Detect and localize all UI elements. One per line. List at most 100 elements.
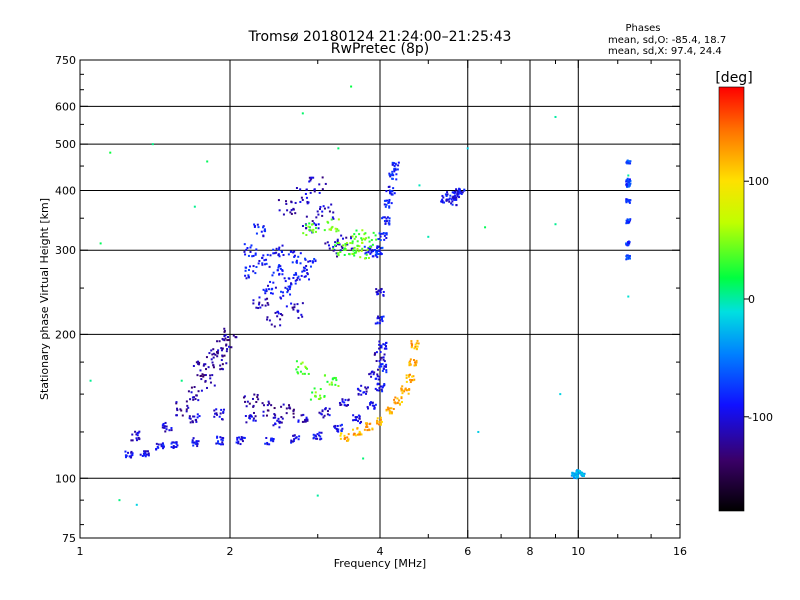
data-point bbox=[334, 376, 337, 379]
data-point bbox=[625, 183, 628, 186]
data-point bbox=[448, 197, 451, 200]
data-point bbox=[378, 387, 381, 390]
data-point bbox=[276, 419, 279, 422]
data-point bbox=[450, 202, 453, 205]
data-point bbox=[383, 365, 386, 368]
data-point bbox=[356, 244, 359, 247]
data-point bbox=[382, 356, 385, 359]
data-point bbox=[141, 454, 144, 457]
data-point bbox=[383, 199, 386, 202]
data-point bbox=[477, 430, 480, 433]
data-point bbox=[314, 223, 317, 226]
data-point bbox=[400, 389, 403, 392]
data-point bbox=[361, 247, 364, 250]
data-point bbox=[319, 205, 322, 208]
data-point bbox=[395, 178, 398, 181]
data-point bbox=[576, 473, 579, 476]
data-point bbox=[130, 450, 133, 453]
data-point bbox=[308, 180, 311, 183]
data-point bbox=[291, 440, 294, 443]
data-point bbox=[391, 170, 394, 173]
data-point bbox=[194, 398, 197, 401]
data-point bbox=[359, 389, 362, 392]
data-point bbox=[377, 423, 380, 426]
data-point bbox=[373, 353, 376, 356]
stats-heading: Phases bbox=[625, 23, 660, 34]
data-point bbox=[306, 272, 309, 275]
data-point bbox=[625, 198, 628, 201]
data-point bbox=[626, 218, 629, 221]
data-point bbox=[290, 209, 293, 212]
data-point bbox=[330, 218, 333, 221]
data-point bbox=[391, 161, 394, 164]
data-point bbox=[366, 429, 369, 432]
data-point bbox=[266, 316, 269, 319]
data-point bbox=[368, 245, 371, 248]
data-point bbox=[194, 442, 197, 445]
data-point bbox=[216, 352, 219, 355]
data-point bbox=[381, 320, 384, 323]
data-point bbox=[377, 315, 380, 318]
data-point bbox=[319, 412, 322, 415]
data-point bbox=[340, 245, 343, 248]
data-point bbox=[219, 364, 222, 367]
y-tick-label: 200 bbox=[55, 328, 76, 341]
data-point bbox=[199, 369, 202, 372]
data-point bbox=[147, 454, 150, 457]
data-point bbox=[270, 288, 273, 291]
data-point bbox=[379, 235, 382, 238]
data-point bbox=[411, 375, 414, 378]
data-point bbox=[358, 430, 361, 433]
data-point bbox=[339, 424, 342, 427]
data-point bbox=[371, 255, 374, 258]
data-point bbox=[627, 244, 630, 247]
data-point bbox=[268, 265, 271, 268]
data-point bbox=[258, 259, 261, 262]
data-point bbox=[263, 259, 266, 262]
data-point bbox=[384, 343, 387, 346]
data-point bbox=[442, 196, 445, 199]
data-point bbox=[193, 205, 196, 208]
data-point bbox=[458, 187, 461, 190]
data-point bbox=[295, 278, 298, 281]
data-point bbox=[341, 427, 344, 430]
data-point bbox=[268, 443, 271, 446]
data-point bbox=[337, 254, 340, 257]
data-point bbox=[628, 183, 631, 186]
data-point bbox=[276, 315, 279, 318]
data-point bbox=[310, 229, 313, 232]
data-point bbox=[195, 394, 198, 397]
data-point bbox=[408, 361, 411, 364]
data-point bbox=[118, 499, 121, 502]
data-point bbox=[213, 409, 216, 412]
data-point bbox=[360, 384, 363, 387]
data-point bbox=[386, 216, 389, 219]
data-point bbox=[236, 436, 239, 439]
data-point bbox=[456, 194, 459, 197]
data-point bbox=[333, 425, 336, 428]
data-point bbox=[223, 330, 226, 333]
data-point bbox=[383, 360, 386, 363]
data-point bbox=[244, 253, 247, 256]
data-point bbox=[359, 422, 362, 425]
data-point bbox=[262, 226, 265, 229]
data-point bbox=[297, 372, 300, 375]
data-point bbox=[395, 173, 398, 176]
data-point bbox=[142, 452, 145, 455]
data-point bbox=[441, 200, 444, 203]
data-point bbox=[264, 298, 267, 301]
data-point bbox=[285, 305, 288, 308]
data-point bbox=[282, 213, 285, 216]
data-point bbox=[383, 383, 386, 386]
data-point bbox=[378, 343, 381, 346]
data-point bbox=[576, 469, 579, 472]
data-point bbox=[352, 414, 355, 417]
data-point bbox=[284, 286, 287, 289]
data-point bbox=[195, 361, 198, 364]
data-point bbox=[262, 404, 265, 407]
data-point bbox=[160, 445, 163, 448]
data-point bbox=[247, 254, 250, 257]
data-point bbox=[314, 227, 317, 230]
data-point bbox=[379, 358, 382, 361]
data-point bbox=[175, 402, 178, 405]
